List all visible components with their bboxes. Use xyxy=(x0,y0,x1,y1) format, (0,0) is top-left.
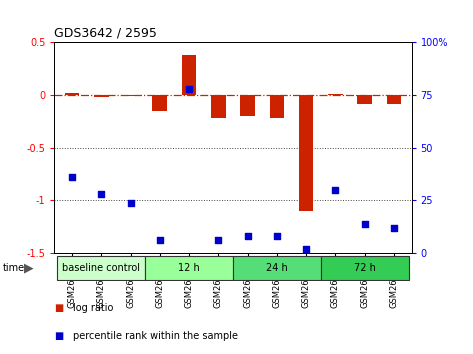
Point xyxy=(68,175,76,180)
Point xyxy=(244,233,251,239)
Text: time: time xyxy=(2,263,25,273)
Bar xyxy=(65,93,79,95)
Text: 12 h: 12 h xyxy=(178,263,200,273)
Text: 72 h: 72 h xyxy=(354,263,376,273)
FancyBboxPatch shape xyxy=(57,256,145,280)
Point xyxy=(273,233,280,239)
Text: 24 h: 24 h xyxy=(266,263,288,273)
Bar xyxy=(211,95,226,118)
Text: percentile rank within the sample: percentile rank within the sample xyxy=(73,331,238,341)
FancyBboxPatch shape xyxy=(321,256,409,280)
Point xyxy=(127,200,134,205)
FancyBboxPatch shape xyxy=(145,256,233,280)
FancyBboxPatch shape xyxy=(233,256,321,280)
Point xyxy=(361,221,368,227)
Text: baseline control: baseline control xyxy=(62,263,140,273)
Bar xyxy=(182,55,196,95)
Bar xyxy=(299,95,314,211)
Point xyxy=(185,86,193,92)
Bar xyxy=(358,95,372,104)
Bar xyxy=(94,95,108,97)
Point xyxy=(156,238,164,243)
Point xyxy=(215,238,222,243)
Bar xyxy=(123,95,138,96)
Text: GDS3642 / 2595: GDS3642 / 2595 xyxy=(54,27,157,40)
Bar xyxy=(240,95,255,116)
Point xyxy=(302,246,310,252)
Bar xyxy=(152,95,167,111)
Text: log ratio: log ratio xyxy=(73,303,114,313)
Bar xyxy=(328,94,343,95)
Text: ■: ■ xyxy=(54,331,64,341)
Point xyxy=(390,225,398,231)
Point xyxy=(332,187,339,193)
Point xyxy=(97,191,105,197)
Bar xyxy=(386,95,401,104)
Text: ■: ■ xyxy=(54,303,64,313)
Bar xyxy=(270,95,284,118)
Text: ▶: ▶ xyxy=(24,262,33,274)
